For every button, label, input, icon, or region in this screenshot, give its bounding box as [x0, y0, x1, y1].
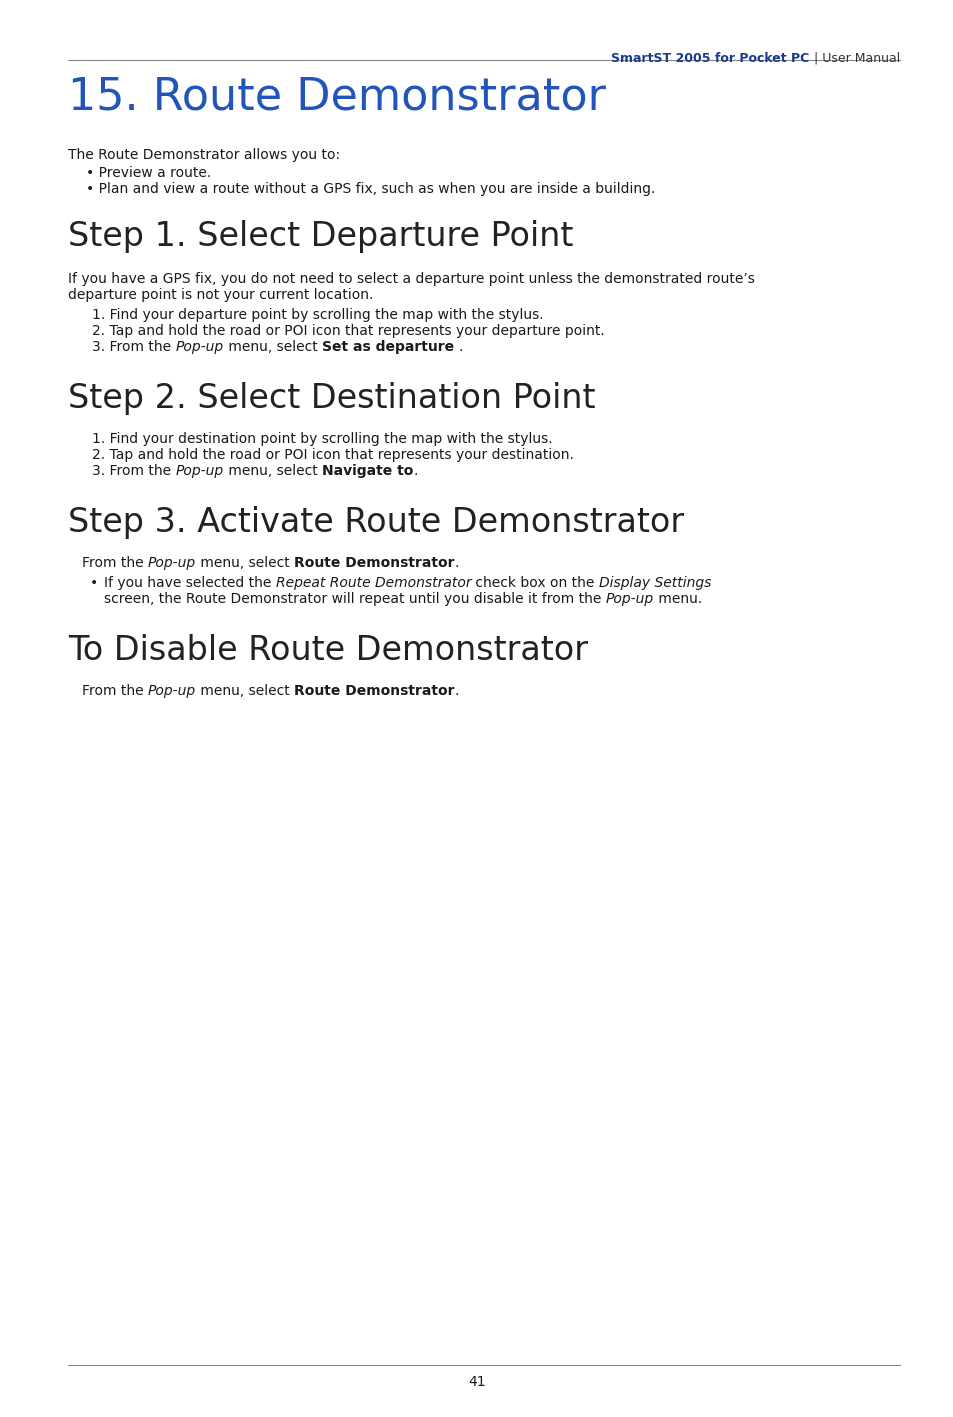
- Text: | User Manual: | User Manual: [809, 52, 899, 65]
- Text: If you have a GPS fix, you do not need to select a departure point unless the de: If you have a GPS fix, you do not need t…: [68, 272, 754, 286]
- Text: 1. Find your destination point by scrolling the map with the stylus.: 1. Find your destination point by scroll…: [91, 432, 552, 446]
- Text: Set as departure: Set as departure: [321, 340, 458, 354]
- Text: If you have selected the: If you have selected the: [104, 575, 275, 589]
- Text: check box on the: check box on the: [471, 575, 598, 589]
- Text: Display Settings: Display Settings: [598, 575, 711, 589]
- Text: Repeat Route Demonstrator: Repeat Route Demonstrator: [275, 575, 471, 589]
- Text: Step 2. Select Destination Point: Step 2. Select Destination Point: [68, 383, 595, 415]
- Text: 2. Tap and hold the road or POI icon that represents your departure point.: 2. Tap and hold the road or POI icon tha…: [91, 324, 604, 339]
- Text: Pop-up: Pop-up: [148, 684, 196, 699]
- Text: Route Demonstrator: Route Demonstrator: [294, 684, 455, 699]
- Text: From the: From the: [82, 684, 148, 699]
- Text: 41: 41: [468, 1374, 485, 1389]
- Text: .: .: [455, 684, 458, 699]
- Text: 3. From the: 3. From the: [91, 463, 175, 478]
- Text: menu.: menu.: [653, 592, 701, 606]
- Text: .: .: [413, 463, 417, 478]
- Text: 15. Route Demonstrator: 15. Route Demonstrator: [68, 75, 605, 118]
- Text: •: •: [90, 575, 98, 589]
- Text: To Disable Route Demonstrator: To Disable Route Demonstrator: [68, 633, 587, 667]
- Text: 3. From the: 3. From the: [91, 340, 175, 354]
- Text: Pop-up: Pop-up: [605, 592, 653, 606]
- Text: From the: From the: [82, 555, 148, 570]
- Text: Step 3. Activate Route Demonstrator: Step 3. Activate Route Demonstrator: [68, 506, 683, 538]
- Text: menu, select: menu, select: [223, 463, 321, 478]
- Text: screen, the Route Demonstrator will repeat until you disable it from the: screen, the Route Demonstrator will repe…: [104, 592, 605, 606]
- Text: menu, select: menu, select: [223, 340, 321, 354]
- Text: Route Demonstrator: Route Demonstrator: [294, 555, 455, 570]
- Text: The Route Demonstrator allows you to:: The Route Demonstrator allows you to:: [68, 147, 340, 162]
- Text: .: .: [458, 340, 462, 354]
- Text: Pop-up: Pop-up: [175, 340, 223, 354]
- Text: SmartST 2005 for Pocket PC: SmartST 2005 for Pocket PC: [611, 52, 809, 65]
- Text: menu, select: menu, select: [196, 684, 294, 699]
- Text: Navigate to: Navigate to: [321, 463, 413, 478]
- Text: menu, select: menu, select: [196, 555, 294, 570]
- Text: departure point is not your current location.: departure point is not your current loca…: [68, 288, 373, 302]
- Text: 1. Find your departure point by scrolling the map with the stylus.: 1. Find your departure point by scrollin…: [91, 307, 543, 322]
- Text: 2. Tap and hold the road or POI icon that represents your destination.: 2. Tap and hold the road or POI icon tha…: [91, 448, 574, 462]
- Text: Pop-up: Pop-up: [175, 463, 223, 478]
- Text: Step 1. Select Departure Point: Step 1. Select Departure Point: [68, 220, 573, 254]
- Text: Pop-up: Pop-up: [148, 555, 196, 570]
- Text: • Plan and view a route without a GPS fix, such as when you are inside a buildin: • Plan and view a route without a GPS fi…: [86, 181, 655, 196]
- Text: .: .: [455, 555, 458, 570]
- Text: • Preview a route.: • Preview a route.: [86, 166, 211, 180]
